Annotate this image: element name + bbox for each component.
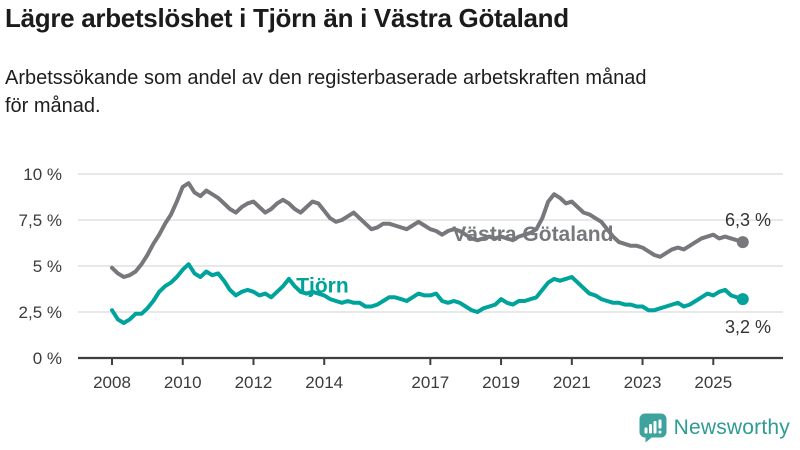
- series-end-value-v-stra-g-taland: 6,3 %: [725, 210, 771, 230]
- series-end-dot-tj-rn: [736, 293, 749, 306]
- series-end-value-tj-rn: 3,2 %: [725, 317, 771, 337]
- newsworthy-logo: Newsworthy: [639, 413, 790, 443]
- y-tick-label: 10 %: [23, 165, 62, 184]
- subtitle-line-2: för månad.: [5, 95, 101, 117]
- x-tick-label: 2023: [624, 373, 662, 392]
- x-tick-label: 2014: [305, 373, 343, 392]
- y-tick-label: 2,5 %: [19, 303, 62, 322]
- subtitle-line-1: Arbetssökande som andel av den registerb…: [5, 67, 647, 89]
- x-tick-label: 2021: [553, 373, 591, 392]
- x-tick-label: 2012: [235, 373, 273, 392]
- x-tick-label: 2025: [694, 373, 732, 392]
- y-tick-label: 5 %: [33, 257, 62, 276]
- x-tick-label: 2008: [93, 373, 131, 392]
- chart-subtitle: Arbetssökande som andel av den registerb…: [5, 64, 647, 120]
- line-chart: 0 % 2,5 % 5 % 7,5 % 10 % 2008 2010 2012 2014 2017…: [19, 165, 783, 392]
- newsworthy-icon: [639, 413, 667, 443]
- y-tick-label: 7,5 %: [19, 211, 62, 230]
- series-label-v-stra-g-taland: Västra Götaland: [452, 223, 613, 246]
- series-end-dot-v-stra-g-taland: [736, 236, 749, 249]
- newsworthy-wordmark: Newsworthy: [673, 416, 790, 439]
- y-tick-label: 0 %: [33, 349, 62, 368]
- x-tick-label: 2010: [164, 373, 202, 392]
- x-tick-label: 2019: [482, 373, 520, 392]
- series-line-tj-rn: [110, 262, 745, 325]
- series-label-tj-rn: Tjörn: [296, 274, 349, 297]
- page-title: Lägre arbetslöshet i Tjörn än i Västra G…: [5, 3, 569, 33]
- series-line-v-stra-g-taland: [110, 181, 745, 279]
- x-tick-label: 2017: [411, 373, 449, 392]
